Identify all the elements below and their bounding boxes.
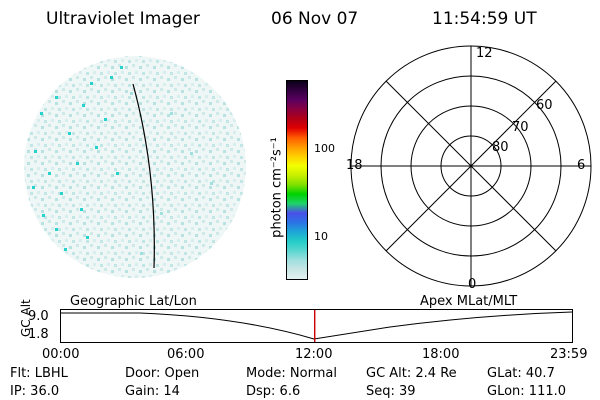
mlt-label-6: 6 <box>577 158 586 173</box>
seq-readout: Seq: 39 <box>366 384 416 399</box>
mlt-label-12: 12 <box>476 46 493 61</box>
mlt-label-0: 0 <box>468 277 477 292</box>
airglow-disk <box>24 56 246 278</box>
color-scale-bar <box>286 80 308 280</box>
timeline-frame <box>60 309 573 343</box>
lat-label-60: 60 <box>536 98 553 113</box>
timeline-right-title: Apex MLat/MLT <box>420 294 518 309</box>
timeline-y-tick-low: 1.8 <box>28 327 49 342</box>
dsp-readout: Dsp: 6.6 <box>246 384 301 399</box>
timeline-x-tick-0600: 06:00 <box>167 347 205 362</box>
filter-readout: Flt: LBHL <box>10 366 68 381</box>
glon-readout: GLon: 111.0 <box>487 384 567 399</box>
date-label: 06 Nov 07 <box>271 9 359 29</box>
polar-diagonal-2 <box>385 80 557 252</box>
colorbar-tick-10: 10 <box>314 230 328 243</box>
timeline-y-tick-high: 9.0 <box>28 309 49 324</box>
lat-label-70: 70 <box>512 120 529 135</box>
timeline-x-tick-2359: 23:59 <box>550 347 588 362</box>
timeline-plot <box>60 309 573 343</box>
colorbar-unit-label: photon cm⁻²s⁻¹ <box>269 137 285 238</box>
mode-readout: Mode: Normal <box>246 366 337 381</box>
polar-plot <box>350 45 592 287</box>
terminator-line <box>132 83 155 269</box>
earth-image-panel <box>24 56 246 278</box>
ip-readout: IP: 36.0 <box>10 384 60 399</box>
door-readout: Door: Open <box>125 366 200 381</box>
time-label: 11:54:59 UT <box>432 9 537 29</box>
timeline-x-tick-1200: 12:00 <box>295 347 333 362</box>
instrument-title: Ultraviolet Imager <box>46 9 200 29</box>
lat-label-80: 80 <box>492 140 509 155</box>
timeline-x-tick-1800: 18:00 <box>422 347 460 362</box>
gc-alt-readout: GC Alt: 2.4 Re <box>366 366 457 381</box>
timeline-left-title: Geographic Lat/Lon <box>70 294 197 309</box>
altitude-curve <box>61 311 573 340</box>
colorbar-tick-100: 100 <box>314 142 335 155</box>
mlt-label-18: 18 <box>346 158 363 173</box>
auroral-speckles <box>32 66 123 251</box>
timeline-x-tick-0000: 00:00 <box>42 347 80 362</box>
gain-readout: Gain: 14 <box>125 384 180 399</box>
glat-readout: GLat: 40.7 <box>487 366 555 381</box>
